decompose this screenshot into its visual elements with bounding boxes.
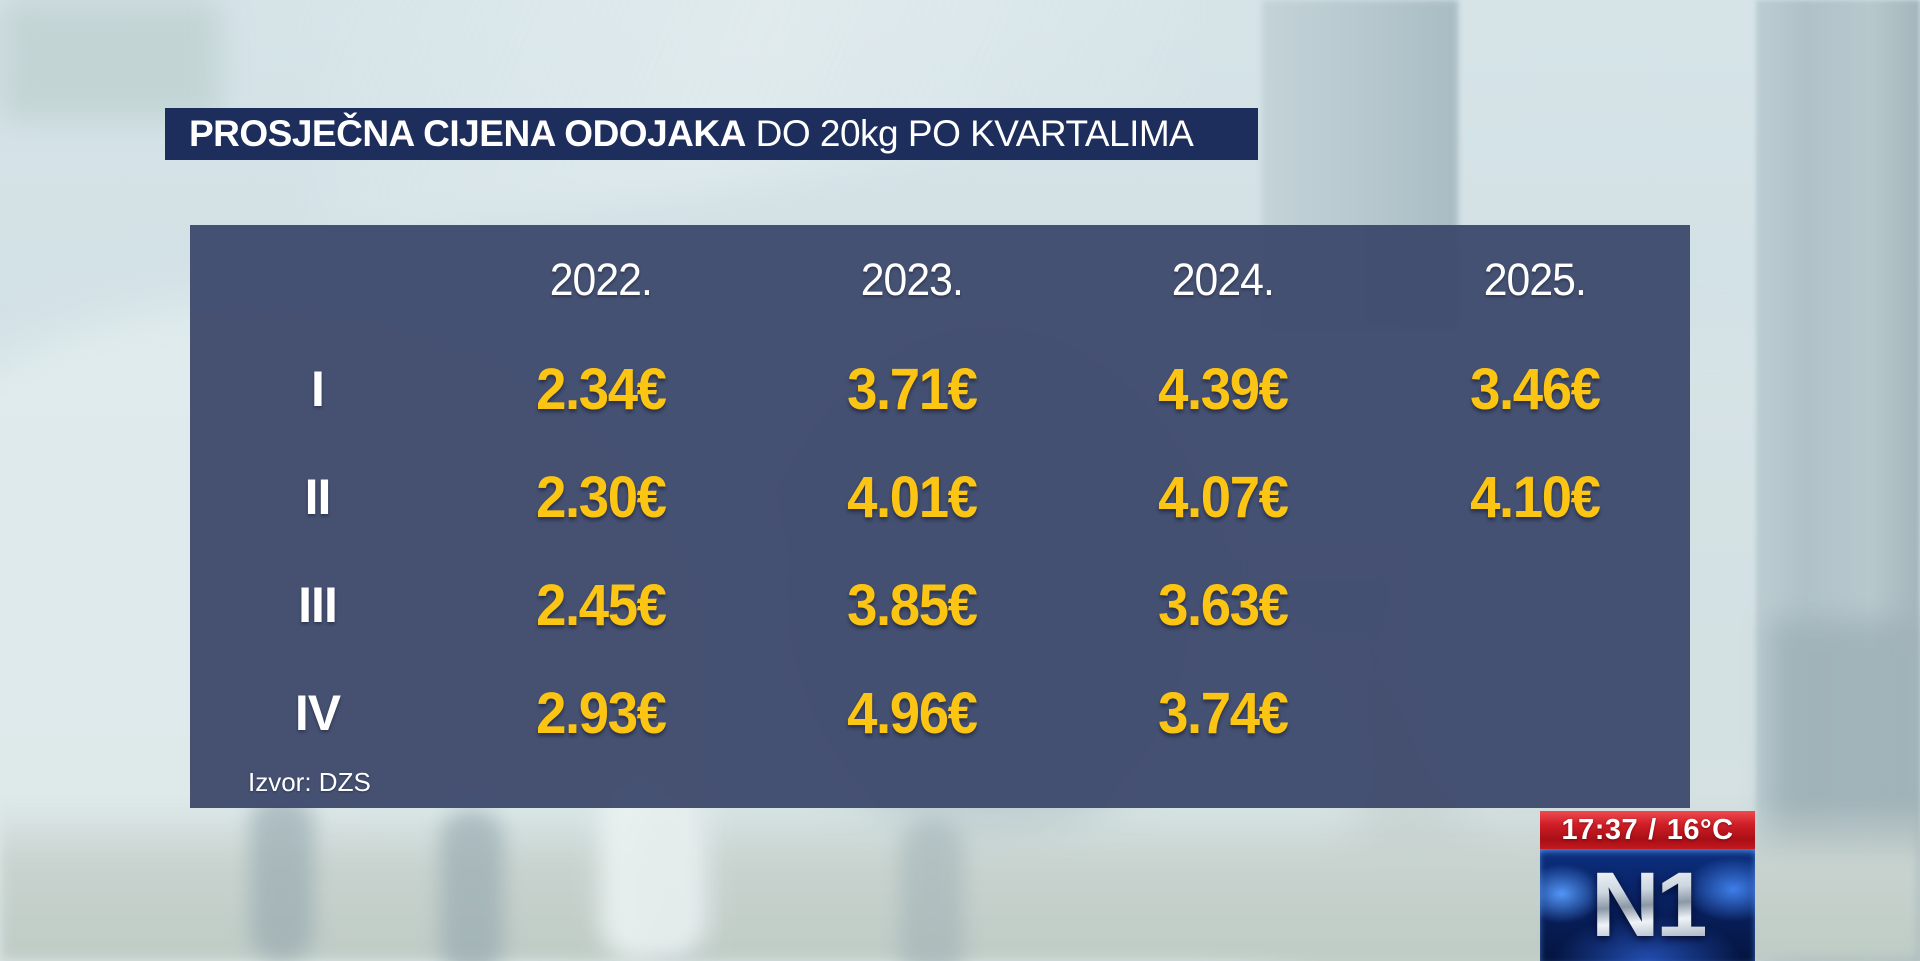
price-cell: 3.74€ [1068, 659, 1379, 767]
pig-leg-shadow [900, 820, 964, 961]
price-value: 3.63€ [1158, 572, 1289, 638]
clock-time: 17:37 [1561, 813, 1639, 846]
time-temperature-bar: 17:37 / 16°C [1540, 811, 1755, 849]
quarter-label: I [311, 361, 325, 417]
price-value: 4.39€ [1158, 356, 1289, 422]
price-value: 2.30€ [535, 464, 667, 530]
price-cell: 3.63€ [1068, 551, 1379, 659]
price-table-panel: 2022. 2023. 2024. 2025. I 2.34€ 3.71€ 4.… [190, 225, 1690, 808]
price-value: 4.07€ [1158, 464, 1289, 530]
year-header: 2025. [1379, 225, 1690, 335]
quarter-label: II [304, 469, 332, 525]
price-cell: 4.96€ [756, 659, 1067, 767]
price-value: 3.74€ [1158, 680, 1289, 746]
year-label: 2025. [1483, 254, 1586, 305]
temperature: 16°C [1666, 813, 1734, 846]
year-label: 2024. [1172, 254, 1275, 305]
title-main: PROSJEČNA CIJENA ODOJAKA [189, 113, 746, 154]
quarter-label: III [298, 577, 338, 633]
price-value: 2.45€ [535, 572, 667, 638]
n1-logo-text: N1 [1590, 854, 1708, 956]
price-value: 3.85€ [847, 572, 978, 638]
price-cell: 3.46€ [1379, 335, 1690, 443]
price-value: 2.34€ [535, 356, 667, 422]
table-corner-cell [190, 225, 445, 335]
price-cell: 3.71€ [756, 335, 1067, 443]
title-sub: DO 20kg PO KVARTALIMA [745, 113, 1194, 154]
price-cell: 2.34€ [445, 335, 756, 443]
price-cell: 2.93€ [445, 659, 756, 767]
year-header: 2023. [756, 225, 1067, 335]
year-header: 2022. [445, 225, 756, 335]
background-shade [0, 0, 220, 120]
price-value: 4.01€ [847, 464, 978, 530]
price-cell [1379, 551, 1690, 659]
quarter-label: IV [294, 685, 341, 741]
price-value: 4.10€ [1469, 464, 1601, 530]
price-cell: 4.39€ [1068, 335, 1379, 443]
price-cell [1379, 659, 1690, 767]
title-bar: PROSJEČNA CIJENA ODOJAKA DO 20kg PO KVAR… [165, 108, 1258, 160]
year-header: 2024. [1068, 225, 1379, 335]
quarter-cell: II [190, 443, 445, 551]
time-temp-separator: / [1648, 813, 1657, 846]
price-table: 2022. 2023. 2024. 2025. I 2.34€ 3.71€ 4.… [190, 225, 1690, 767]
year-label: 2022. [549, 254, 653, 305]
price-cell: 2.30€ [445, 443, 756, 551]
price-cell: 3.85€ [756, 551, 1067, 659]
price-value: 3.71€ [847, 356, 978, 422]
n1-logo: N1 [1540, 849, 1755, 961]
quarter-cell: III [190, 551, 445, 659]
price-cell: 4.01€ [756, 443, 1067, 551]
pig-leg-shadow [250, 795, 314, 961]
price-value: 3.46€ [1469, 356, 1601, 422]
year-label: 2023. [860, 254, 964, 305]
broadcast-bug: 17:37 / 16°C N1 [1540, 811, 1755, 961]
pig-leg [600, 780, 710, 961]
quarter-cell: IV [190, 659, 445, 767]
price-cell: 4.07€ [1068, 443, 1379, 551]
source-label: Izvor: DZS [248, 767, 371, 797]
price-cell: 4.10€ [1379, 443, 1690, 551]
price-value: 2.93€ [535, 680, 667, 746]
pig-leg-shadow [440, 810, 504, 961]
price-value: 4.96€ [847, 680, 978, 746]
quarter-cell: I [190, 335, 445, 443]
price-cell: 2.45€ [445, 551, 756, 659]
